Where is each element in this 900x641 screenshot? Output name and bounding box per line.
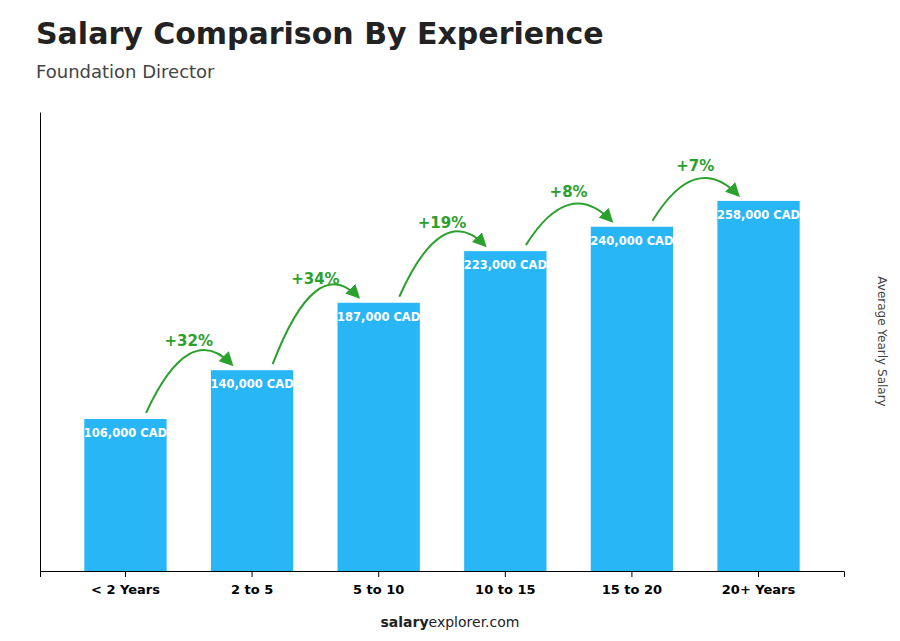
x-tick-mark [505,571,506,577]
x-tick-mark [252,571,253,577]
data-label: 187,000 CAD [337,310,420,324]
x-tick-label: 2 to 5 [231,582,273,597]
x-axis: < 2 Years 2 to 5 5 to 10 10 to 15 15 to 20 20… [41,571,845,597]
footer-part: explorer.com [429,614,520,630]
bar [338,303,420,571]
change-arrow [273,284,358,364]
y-axis-line [40,113,41,572]
x-tick-label: 20+ Years [722,582,796,597]
x-tick-mark [378,571,379,577]
bar [591,227,673,571]
change-arrow [146,350,231,413]
annotation: +19% [418,214,466,232]
x-tick-label: < 2 Years [91,582,160,597]
x-tick-label: 15 to 20 [602,582,662,597]
data-label: 258,000 CAD [717,208,800,222]
chart-container: Salary Comparison By Experience Foundatio… [0,0,900,641]
x-tick-mark [125,571,126,577]
data-labels: 106,000 CAD 140,000 CAD 187,000 CAD 223,000… [84,208,800,440]
x-tick-label: 5 to 10 [353,582,404,597]
annotations: +32% +34% +19% +8% +7% [146,157,738,413]
title: Salary Comparison By Experience [36,16,604,51]
data-label: 106,000 CAD [84,426,167,440]
x-tick: 5 to 10 [353,571,404,597]
change-arrow [526,204,611,246]
x-tick-label: 10 to 15 [475,582,535,597]
bar [84,419,166,571]
footer-part: salary [381,614,429,630]
x-axis-line [41,572,845,578]
annotation: +32% [165,332,213,350]
annotation: +8% [550,183,588,201]
x-tick: 15 to 20 [602,571,662,597]
data-label: 140,000 CAD [210,377,293,391]
x-tick: 2 to 5 [231,571,273,597]
y-axis-title: Average Yearly Salary [875,276,889,406]
x-tick: 20+ Years [722,571,796,597]
x-tick-mark [758,571,759,577]
change-arrow [399,231,484,297]
subtitle: Foundation Director [36,61,215,82]
x-tick: 10 to 15 [475,571,535,597]
x-tick-mark [631,571,632,577]
bar [717,201,799,571]
data-label: 223,000 CAD [464,258,547,272]
bar [464,251,546,571]
bar [211,370,293,571]
x-tick: < 2 Years [91,571,160,597]
footer: salaryexplorer.com [381,614,520,630]
chart: Salary Comparison By Experience Foundatio… [0,0,900,641]
annotation: +7% [676,157,714,175]
y-axis [40,113,41,572]
change-arrow [652,178,737,221]
bars [84,201,799,571]
data-label: 240,000 CAD [590,234,673,248]
annotation: +34% [291,270,339,288]
